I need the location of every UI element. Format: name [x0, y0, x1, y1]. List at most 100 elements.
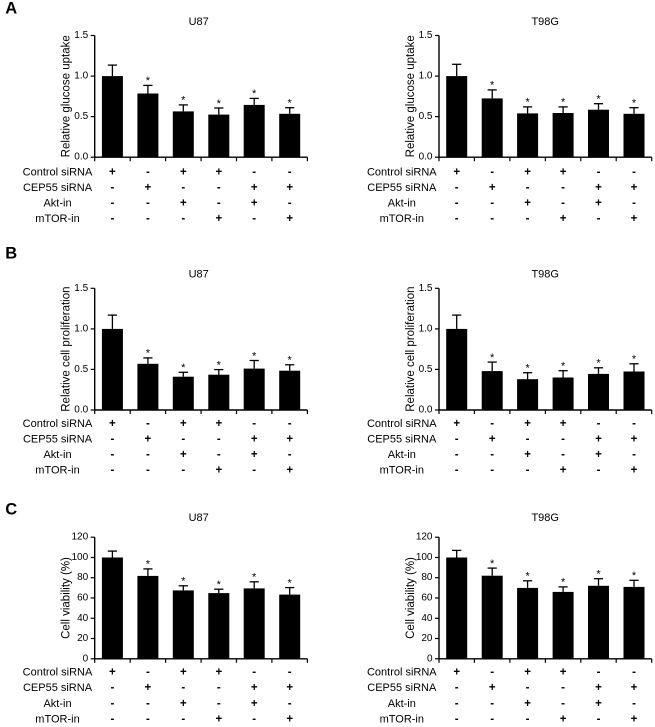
svg-text:-: - — [252, 213, 256, 225]
svg-text:-: - — [455, 434, 459, 446]
svg-text:*: * — [288, 98, 293, 110]
svg-text:+: + — [595, 198, 602, 210]
svg-text:*: * — [561, 577, 566, 589]
svg-text:*: * — [252, 572, 257, 584]
svg-text:+: + — [215, 167, 222, 179]
svg-text:+: + — [145, 434, 152, 446]
svg-text:+: + — [560, 167, 567, 179]
svg-text:T98G: T98G — [531, 512, 559, 524]
svg-text:mTOR-in: mTOR-in — [380, 213, 424, 225]
svg-text:*: * — [525, 363, 530, 375]
svg-text:+: + — [524, 418, 531, 430]
svg-text:*: * — [596, 358, 601, 370]
svg-text:*: * — [217, 98, 222, 110]
svg-text:-: - — [455, 714, 459, 726]
svg-text:Relative glucose uptake: Relative glucose uptake — [61, 35, 73, 157]
svg-text:-: - — [455, 682, 459, 694]
svg-text:Control siRNA: Control siRNA — [367, 167, 437, 179]
svg-text:-: - — [490, 714, 494, 726]
svg-text:CEP55 siRNA: CEP55 siRNA — [23, 434, 93, 446]
svg-text:+: + — [453, 666, 460, 678]
svg-text:-: - — [288, 167, 292, 179]
svg-text:40: 40 — [77, 613, 89, 624]
svg-text:Relative glucose uptake: Relative glucose uptake — [405, 35, 417, 157]
svg-text:-: - — [110, 714, 114, 726]
svg-text:-: - — [597, 714, 601, 726]
svg-text:-: - — [146, 213, 150, 225]
svg-text:-: - — [146, 449, 150, 461]
svg-text:60: 60 — [77, 593, 89, 604]
svg-text:-: - — [597, 167, 601, 179]
svg-text:-: - — [110, 682, 114, 694]
svg-text:*: * — [596, 94, 601, 106]
svg-text:Control siRNA: Control siRNA — [367, 666, 437, 678]
svg-text:-: - — [110, 464, 114, 476]
svg-text:+: + — [251, 682, 258, 694]
svg-text:Akt-in: Akt-in — [388, 698, 416, 710]
svg-text:+: + — [286, 213, 293, 225]
svg-text:-: - — [561, 434, 565, 446]
svg-text:Akt-in: Akt-in — [43, 449, 71, 461]
svg-text:-: - — [181, 182, 185, 194]
svg-text:80: 80 — [421, 572, 433, 583]
svg-text:*: * — [632, 570, 637, 582]
svg-text:-: - — [561, 698, 565, 710]
svg-text:-: - — [110, 182, 114, 194]
svg-text:+: + — [180, 418, 187, 430]
svg-text:-: - — [455, 464, 459, 476]
svg-text:*: * — [252, 88, 257, 100]
svg-text:-: - — [288, 198, 292, 210]
svg-text:+: + — [180, 449, 187, 461]
svg-text:U87: U87 — [189, 269, 209, 281]
svg-text:*: * — [561, 97, 566, 109]
svg-text:U87: U87 — [189, 512, 209, 524]
svg-text:+: + — [524, 449, 531, 461]
svg-text:-: - — [252, 714, 256, 726]
svg-text:+: + — [109, 666, 116, 678]
svg-text:-: - — [455, 449, 459, 461]
svg-text:-: - — [146, 666, 150, 678]
svg-text:CEP55 siRNA: CEP55 siRNA — [367, 182, 437, 194]
svg-text:CEP55 siRNA: CEP55 siRNA — [23, 182, 93, 194]
svg-text:+: + — [489, 434, 496, 446]
svg-text:-: - — [455, 198, 459, 210]
svg-text:-: - — [597, 418, 601, 430]
svg-text:-: - — [181, 213, 185, 225]
svg-text:0.0: 0.0 — [419, 405, 433, 416]
svg-text:C: C — [5, 501, 17, 519]
svg-text:*: * — [490, 80, 495, 92]
svg-text:*: * — [252, 350, 257, 362]
svg-text:+: + — [251, 449, 258, 461]
svg-text:+: + — [251, 698, 258, 710]
svg-text:+: + — [595, 434, 602, 446]
svg-text:+: + — [631, 682, 638, 694]
svg-text:20: 20 — [421, 633, 433, 644]
svg-text:*: * — [181, 95, 186, 107]
svg-text:-: - — [597, 666, 601, 678]
svg-text:T98G: T98G — [531, 269, 559, 281]
svg-text:-: - — [526, 682, 530, 694]
svg-text:+: + — [215, 213, 222, 225]
svg-text:+: + — [489, 182, 496, 194]
svg-text:-: - — [252, 464, 256, 476]
svg-text:Cell viability (%): Cell viability (%) — [405, 557, 417, 639]
svg-text:Cell viability (%): Cell viability (%) — [61, 557, 73, 639]
svg-text:+: + — [286, 682, 293, 694]
svg-text:-: - — [252, 418, 256, 430]
svg-text:+: + — [180, 167, 187, 179]
svg-text:-: - — [632, 698, 636, 710]
svg-text:Control siRNA: Control siRNA — [23, 418, 93, 430]
svg-text:*: * — [632, 354, 637, 366]
svg-text:-: - — [217, 198, 221, 210]
svg-text:0.5: 0.5 — [419, 111, 433, 122]
svg-text:+: + — [145, 182, 152, 194]
svg-text:+: + — [251, 182, 258, 194]
svg-text:Control siRNA: Control siRNA — [23, 666, 93, 678]
svg-text:-: - — [632, 198, 636, 210]
svg-text:-: - — [146, 698, 150, 710]
svg-text:mTOR-in: mTOR-in — [380, 464, 424, 476]
svg-text:Control siRNA: Control siRNA — [367, 418, 437, 430]
svg-text:B: B — [5, 244, 17, 262]
svg-text:-: - — [526, 714, 530, 726]
svg-text:-: - — [455, 698, 459, 710]
